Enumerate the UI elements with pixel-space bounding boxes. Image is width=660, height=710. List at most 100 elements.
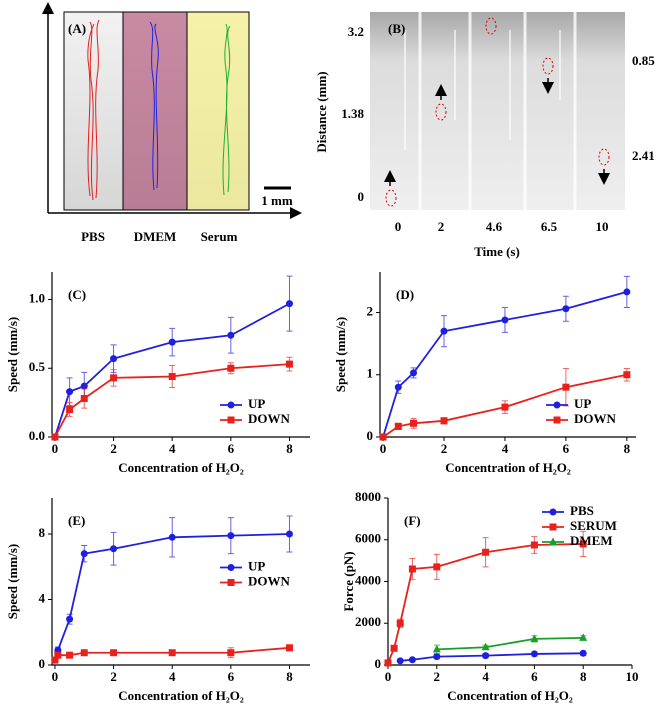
x-tick-label: 4 (169, 669, 176, 684)
marker (168, 649, 176, 657)
marker (110, 649, 118, 657)
marker (51, 656, 59, 664)
marker (384, 659, 392, 667)
series-line (436, 636, 584, 651)
x-axis-label: Time (s) (474, 244, 520, 259)
x-tick-label: 6 (531, 669, 538, 684)
legend-label: UP (574, 396, 591, 411)
marker (579, 633, 588, 641)
legend-marker (549, 508, 557, 516)
y-tick-label: 0 (39, 656, 46, 671)
lane-image (63, 11, 124, 211)
legend-marker (553, 401, 561, 409)
y-tick-label: 1.0 (29, 290, 45, 305)
y-axis-label: Distance (mm) (314, 71, 329, 152)
marker (623, 288, 631, 296)
y-tick-label: 1.38 (341, 106, 364, 121)
x-tick-label: 0 (385, 669, 392, 684)
marker (530, 634, 539, 642)
y-tick-label: 4 (39, 590, 46, 605)
legend-label: DOWN (248, 573, 291, 588)
y-tick-label: 2 (367, 303, 374, 318)
panel-label: (E) (68, 513, 85, 528)
marker (501, 316, 509, 324)
marker (482, 652, 490, 660)
x-tick-label: 8 (286, 441, 293, 456)
marker (562, 383, 570, 391)
annotation: 2.41 (632, 148, 655, 163)
x-tick-label: 6 (228, 669, 235, 684)
x-axis-label: Concentration of H₂O₂ (445, 460, 571, 475)
series-line (54, 533, 290, 661)
marker (440, 327, 448, 335)
legend-marker (549, 523, 557, 531)
series-line (387, 543, 584, 664)
legend-marker (227, 579, 235, 586)
marker (80, 550, 88, 558)
y-axis-label: Speed (mm/s) (5, 544, 20, 619)
x-tick-label: 2 (438, 219, 445, 234)
marker (168, 533, 176, 541)
marker (530, 650, 538, 658)
marker (168, 373, 176, 380)
marker (168, 338, 176, 346)
annotation: 0.85 (632, 53, 655, 68)
legend-label: UP (248, 558, 265, 573)
y-tick-label: 0.0 (29, 428, 45, 443)
y-tick-label: 8000 (355, 489, 381, 504)
y-tick-label: 2000 (355, 614, 381, 629)
y-tick-label: 3.2 (348, 24, 364, 39)
panel-label: (B) (388, 21, 405, 36)
legend-label: DOWN (574, 411, 617, 426)
marker (394, 383, 402, 391)
marker (482, 548, 490, 556)
x-tick-label: 8 (580, 669, 587, 684)
marker (227, 331, 235, 339)
legend-label: DMEM (570, 533, 613, 548)
panel-label: (D) (396, 287, 414, 302)
trajectory (149, 21, 159, 191)
marker (80, 395, 88, 402)
x-tick-label: 2 (110, 441, 117, 456)
marker (51, 433, 59, 441)
chart: 0 4 8 0 2 4 6 8 (E) Speed (mm/s) Concentration of … (5, 498, 310, 703)
marker (54, 651, 62, 659)
panel-label: (A) (68, 21, 86, 36)
marker (66, 388, 74, 396)
chart: 0 2000 4000 6000 8000 0 2 4 6 8 10 (F) Force (pN) Con… (341, 489, 639, 703)
kymograph-image (370, 12, 625, 210)
panel-label: (C) (68, 287, 86, 302)
y-tick-label: 8 (39, 525, 46, 540)
x-tick-label: 10 (626, 669, 639, 684)
marker (432, 644, 441, 653)
legend-marker (549, 537, 557, 545)
x-tick-label: 0 (52, 669, 59, 684)
legend-label: UP (248, 396, 265, 411)
marker (110, 355, 118, 363)
marker (410, 369, 418, 377)
series-line (400, 652, 584, 662)
x-tick-label: 4 (502, 441, 509, 456)
y-axis-label: Speed (mm/s) (333, 317, 348, 392)
panel-label: (F) (404, 513, 421, 528)
x-tick-label: 4 (482, 669, 489, 684)
legend-marker (227, 401, 235, 409)
marker (227, 649, 235, 657)
marker (410, 419, 418, 427)
marker (285, 644, 293, 652)
chart: 0 1 2 0 2 4 6 8 (D) Speed (mm/s) Concentration of … (333, 272, 636, 475)
x-tick-label: 8 (286, 669, 293, 684)
marker (562, 305, 570, 313)
legend-label: PBS (570, 503, 594, 518)
direction-arrows (384, 78, 610, 186)
marker (396, 619, 404, 627)
x-tick-label: 6 (563, 441, 570, 456)
x-tick-label: 8 (624, 441, 631, 456)
y-tick-label: 0 (367, 428, 374, 443)
y-tick-label: 0 (375, 656, 382, 671)
marker (66, 615, 74, 623)
x-tick-label: 0 (395, 219, 402, 234)
lane-label: Serum (201, 229, 238, 244)
x-tick-label: 4.6 (486, 219, 503, 234)
legend-marker (553, 416, 561, 424)
